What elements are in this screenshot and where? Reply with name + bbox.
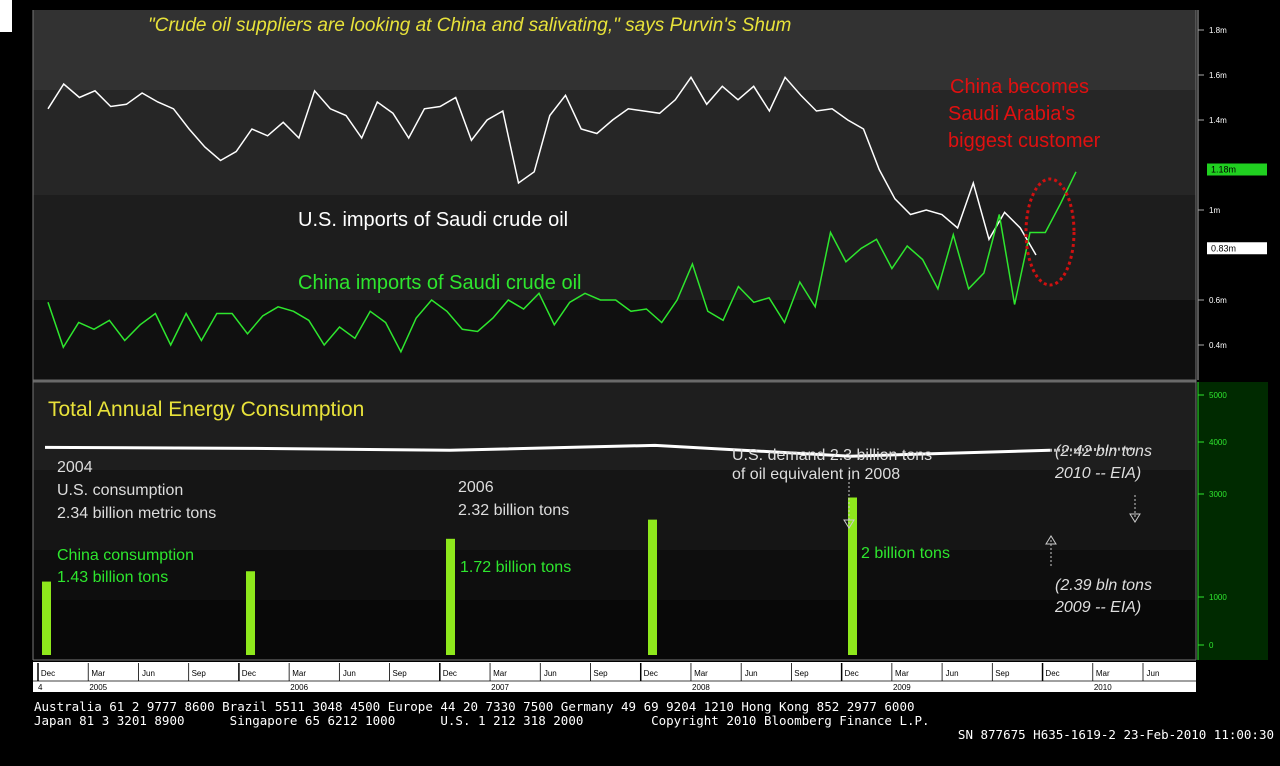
x-month-label: Jun bbox=[946, 669, 959, 678]
arrow-2008-head bbox=[843, 519, 855, 529]
x-month-label: Sep bbox=[794, 669, 809, 678]
bottom-panel-band bbox=[33, 382, 1196, 470]
x-month-label: Jun bbox=[745, 669, 758, 678]
x-month-label: Dec bbox=[1045, 669, 1059, 678]
x-month-label: Jun bbox=[343, 669, 356, 678]
corner-marker bbox=[0, 0, 12, 32]
us-2008-annotation: U.S. demand 2.3 billion tons of oil equiv… bbox=[732, 447, 932, 483]
top-y-tick-label: 1.4m bbox=[1209, 116, 1227, 125]
bottom-panel-band bbox=[33, 470, 1196, 550]
x-month-label: Sep bbox=[593, 669, 608, 678]
x-month-label: Sep bbox=[392, 669, 407, 678]
x-month-label: Dec bbox=[845, 669, 859, 678]
bottom-y-tick-label: 0 bbox=[1209, 641, 1214, 650]
china-bar bbox=[246, 571, 255, 655]
china-series-label: China imports of Saudi crude oil bbox=[298, 272, 581, 294]
x-year-label: 2007 bbox=[491, 683, 509, 692]
bottom-chart-title: Total Annual Energy Consumption bbox=[48, 398, 364, 421]
x-month-label: Dec bbox=[41, 669, 55, 678]
china-imports-line bbox=[47, 171, 1077, 354]
footer-line-1: Australia 61 2 9777 8600 Brazil 5511 304… bbox=[34, 699, 915, 714]
footer-line-2: Japan 81 3 3201 8900 Singapore 65 6212 1… bbox=[34, 713, 930, 728]
top-y-tick-label: 1.8m bbox=[1209, 26, 1227, 35]
chart: 2m1.8m1.6m1.4m1m0.6m0.4m1.18m0.83m"Crude… bbox=[0, 0, 1268, 692]
top-y-tick-label: 1.6m bbox=[1209, 71, 1227, 80]
us-value-label: 0.83m bbox=[1211, 243, 1236, 253]
x-month-label: Jun bbox=[1147, 669, 1160, 678]
x-year-label: 2006 bbox=[290, 683, 308, 692]
x-month-label: Dec bbox=[644, 669, 658, 678]
china-biggest-customer-annotation: China becomes Saudi Arabia's biggest custo… bbox=[948, 76, 1101, 152]
china-bar bbox=[848, 497, 857, 655]
x-month-label: Dec bbox=[443, 669, 457, 678]
top-chart-title: "Crude oil suppliers are looking at Chin… bbox=[148, 15, 791, 36]
top-y-tick-label: 1m bbox=[1209, 206, 1220, 215]
x-year-label: 2009 bbox=[893, 683, 911, 692]
us-2004-annotation: 2004 U.S. consumption 2.34 billion metric … bbox=[57, 459, 216, 522]
highlight-ellipse bbox=[1024, 177, 1076, 287]
bottom-y-tick-label: 5000 bbox=[1209, 391, 1227, 400]
x-year-label: 2005 bbox=[89, 683, 107, 692]
x-month-label: Mar bbox=[895, 669, 909, 678]
us-consumption-line bbox=[44, 443, 1051, 458]
bottom-panel-band bbox=[33, 600, 1196, 660]
x-year-label: 2010 bbox=[1094, 683, 1112, 692]
x-month-label: Dec bbox=[242, 669, 256, 678]
x-month-label: Mar bbox=[493, 669, 507, 678]
x-axis-strip bbox=[33, 662, 1196, 692]
bottom-y-tick-label: 3000 bbox=[1209, 490, 1227, 499]
top-panel-band bbox=[33, 195, 1196, 300]
footer-line-3: SN 877675 H635-1619-2 23-Feb-2010 11:00:… bbox=[957, 727, 1274, 742]
bottom-y-tick-label: 1000 bbox=[1209, 593, 1227, 602]
china-value-tag bbox=[1207, 163, 1267, 176]
x-year-label: 2008 bbox=[692, 683, 710, 692]
x-month-label: Mar bbox=[1096, 669, 1110, 678]
arrow-2010-head bbox=[1129, 513, 1141, 523]
us-2006-annotation: 2006 2.32 billion tons bbox=[458, 479, 569, 519]
eia-2010-annotation: (2.42 bln tons 2010 -- EIA) bbox=[1054, 443, 1152, 482]
top-y-tick-label: 0.4m bbox=[1209, 341, 1227, 350]
x-first-year-marker: 4 bbox=[38, 683, 43, 692]
china-bar bbox=[42, 581, 51, 655]
x-month-label: Mar bbox=[694, 669, 708, 678]
x-month-label: Sep bbox=[995, 669, 1010, 678]
bottom-panel-band bbox=[33, 550, 1196, 600]
x-month-label: Jun bbox=[544, 669, 557, 678]
us-imports-line bbox=[47, 75, 1037, 256]
top-panel-band bbox=[33, 300, 1196, 380]
arrow-2009-head bbox=[1045, 535, 1057, 545]
eia-2009-annotation: (2.39 bln tons 2009 -- EIA) bbox=[1054, 577, 1152, 616]
x-month-label: Mar bbox=[292, 669, 306, 678]
china-bar bbox=[446, 538, 455, 655]
x-month-label: Sep bbox=[192, 669, 207, 678]
china-2004-annotation: China consumption 1.43 billion tons bbox=[57, 547, 194, 586]
top-y-tick-label: 0.6m bbox=[1209, 296, 1227, 305]
us-series-label: U.S. imports of Saudi crude oil bbox=[298, 209, 568, 231]
bottom-axis-background bbox=[1198, 382, 1268, 660]
us-value-tag bbox=[1207, 242, 1267, 255]
china-bar bbox=[648, 519, 657, 655]
x-month-label: Mar bbox=[91, 669, 105, 678]
top-panel-band bbox=[33, 90, 1196, 195]
top-panel-band bbox=[33, 10, 1196, 90]
china-2006-annotation: 1.72 billion tons bbox=[460, 559, 571, 576]
china-2008-annotation: 2 billion tons bbox=[861, 545, 950, 562]
x-month-label: Jun bbox=[142, 669, 155, 678]
china-value-label: 1.18m bbox=[1211, 165, 1236, 175]
bottom-y-tick-label: 4000 bbox=[1209, 438, 1227, 447]
